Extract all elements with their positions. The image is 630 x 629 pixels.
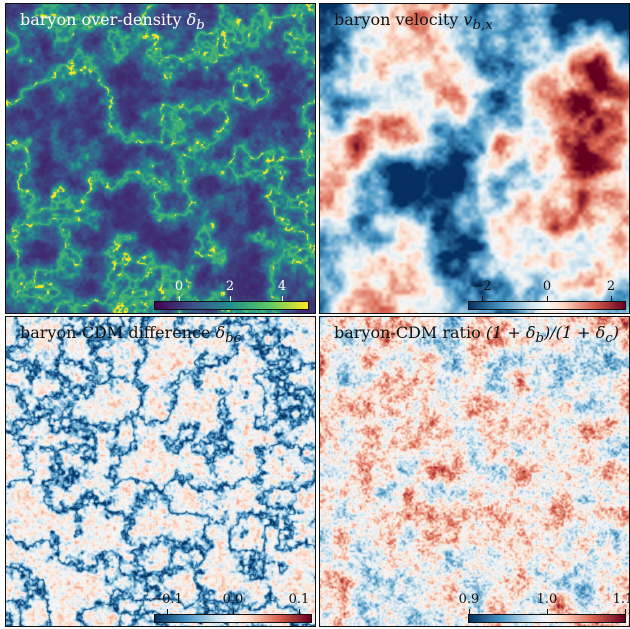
colorbar-gradient bbox=[468, 301, 626, 310]
colorbar-tick-label: 0 bbox=[542, 279, 552, 294]
baryon-cdm-ratio-field-image bbox=[320, 317, 629, 626]
panel-title: baryon-CDM ratio (1 + δb)/(1 + δc) bbox=[334, 323, 619, 347]
colorbar-tick-label: 4 bbox=[277, 279, 287, 294]
colorbar-tick-label: 2 bbox=[606, 279, 616, 294]
panel-title: baryon velocity vb,x bbox=[334, 10, 493, 34]
baryon-cdm-difference-panel: baryon-CDM difference δbc −0.1 0.0 0.1 bbox=[5, 316, 316, 627]
baryon-velocity-panel: baryon velocity vb,x −2 0 2 bbox=[319, 3, 630, 314]
baryon-cdm-difference-field-image bbox=[6, 317, 315, 626]
baryon-density-field-image bbox=[6, 4, 315, 313]
colorbar-gradient bbox=[154, 614, 312, 623]
colorbar-tick-label: 0.0 bbox=[222, 592, 244, 607]
colorbar-tick-label: 0.9 bbox=[458, 592, 480, 607]
colorbar-tick-label: 1.0 bbox=[536, 592, 558, 607]
colorbar: 0 2 4 bbox=[154, 274, 309, 310]
colorbar-tick-label: 1.1 bbox=[612, 592, 629, 607]
colorbar-gradient bbox=[154, 301, 309, 310]
colorbar-tick-label: 2 bbox=[225, 279, 235, 294]
colorbar: −2 0 2 bbox=[468, 274, 626, 310]
colorbar: 0.9 1.0 1.1 bbox=[459, 587, 629, 623]
baryon-cdm-ratio-panel: baryon-CDM ratio (1 + δb)/(1 + δc) 0.9 1… bbox=[319, 316, 630, 627]
baryon-velocity-field-image bbox=[320, 4, 629, 313]
panel-title: baryon over-density δb bbox=[20, 10, 205, 34]
colorbar-tick-label: −2 bbox=[472, 279, 492, 294]
baryon-density-panel: baryon over-density δb 0 2 4 bbox=[5, 3, 316, 314]
panel-title: baryon-CDM difference δbc bbox=[20, 323, 242, 347]
colorbar-tick-label: −0.1 bbox=[151, 592, 183, 607]
panel-title-tail: )/(1 + δc) bbox=[544, 323, 619, 347]
colorbar: −0.1 0.0 0.1 bbox=[151, 587, 312, 623]
colorbar-gradient bbox=[468, 614, 626, 623]
colorbar-tick-label: 0 bbox=[174, 279, 184, 294]
colorbar-tick-label: 0.1 bbox=[288, 592, 310, 607]
